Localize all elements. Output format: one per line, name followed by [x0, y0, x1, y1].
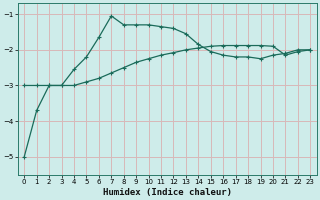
X-axis label: Humidex (Indice chaleur): Humidex (Indice chaleur)	[103, 188, 232, 197]
